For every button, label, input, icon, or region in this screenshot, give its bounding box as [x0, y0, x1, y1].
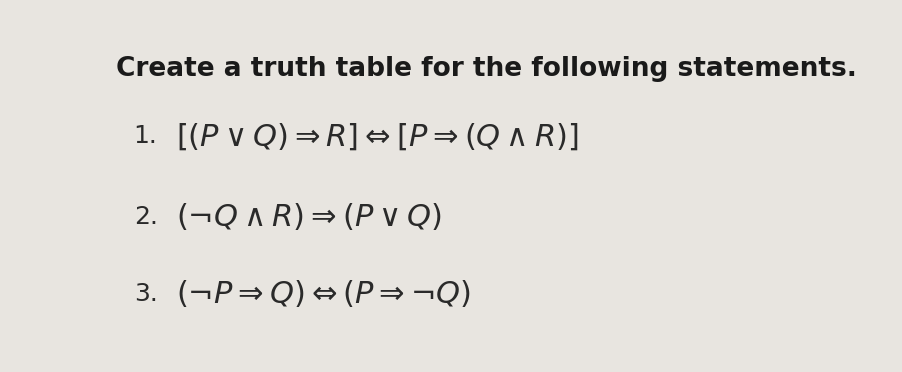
Text: 1.: 1. — [133, 124, 158, 148]
Text: Create a truth table for the following statements.: Create a truth table for the following s… — [116, 56, 857, 82]
Text: $(\neg P \Rightarrow Q) \Leftrightarrow (P \Rightarrow \neg Q)$: $(\neg P \Rightarrow Q) \Leftrightarrow … — [176, 278, 471, 310]
Text: $(\neg Q \wedge R) \Rightarrow (P \vee Q)$: $(\neg Q \wedge R) \Rightarrow (P \vee Q… — [176, 201, 442, 232]
Text: 3.: 3. — [133, 282, 158, 306]
Text: $[(P \vee Q) \Rightarrow R] \Leftrightarrow [P \Rightarrow (Q \wedge R)]$: $[(P \vee Q) \Rightarrow R] \Leftrightar… — [176, 121, 578, 152]
Text: 2.: 2. — [133, 205, 158, 228]
